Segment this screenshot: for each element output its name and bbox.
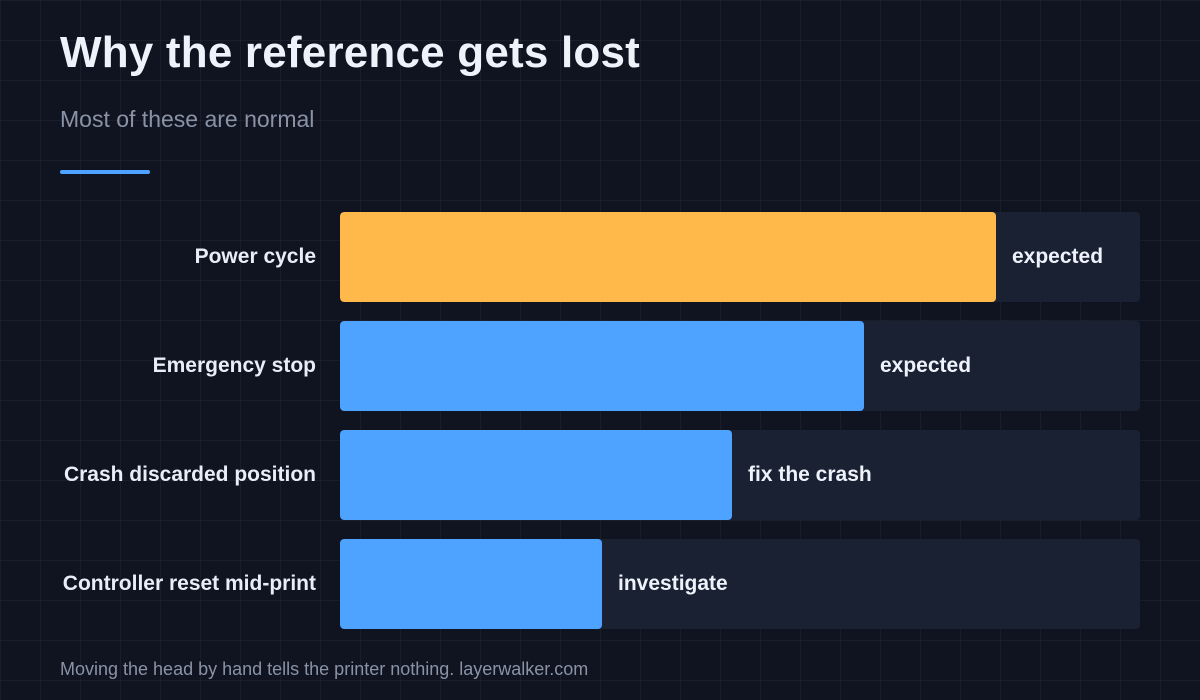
bar bbox=[340, 430, 732, 520]
bar-track bbox=[340, 430, 1140, 520]
footer-note: Moving the head by hand tells the printe… bbox=[60, 659, 589, 679]
category-label: Power cycle bbox=[194, 245, 316, 268]
bar-track bbox=[340, 212, 1140, 302]
bar-annotation: expected bbox=[880, 354, 972, 377]
bar-track bbox=[340, 321, 1140, 411]
accent-rule bbox=[60, 170, 150, 174]
bar-annotation: expected bbox=[1012, 245, 1104, 268]
category-label: Emergency stop bbox=[152, 354, 316, 377]
chart-subtitle: Most of these are normal bbox=[60, 106, 315, 132]
bar-annotation: fix the crash bbox=[748, 463, 872, 486]
bar-annotation: investigate bbox=[618, 572, 728, 595]
category-label: Controller reset mid-print bbox=[62, 572, 316, 595]
bar bbox=[340, 212, 996, 302]
bar bbox=[340, 321, 864, 411]
category-label: Crash discarded position bbox=[63, 463, 316, 486]
chart-title: Why the reference gets lost bbox=[60, 28, 640, 77]
bar-track bbox=[340, 539, 1140, 629]
bar bbox=[340, 539, 602, 629]
